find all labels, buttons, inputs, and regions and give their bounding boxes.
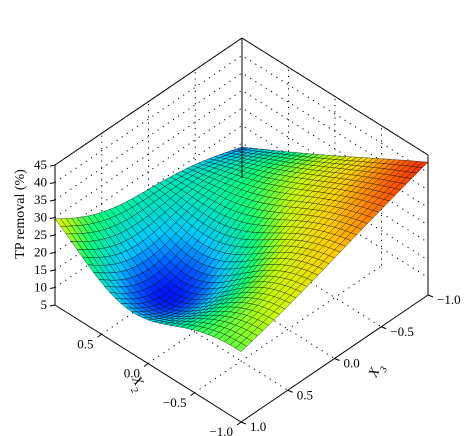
x3-tick bbox=[287, 389, 293, 393]
z-tick bbox=[49, 164, 56, 167]
x3-tick-label: 1.0 bbox=[250, 419, 266, 434]
frame-edge bbox=[241, 37, 429, 156]
grid-line-z bbox=[54, 72, 429, 201]
x2-tick-label: 0.5 bbox=[77, 336, 93, 351]
floor-grid-line bbox=[194, 265, 382, 394]
surface-facet bbox=[235, 342, 247, 352]
z-tick-label: 20 bbox=[34, 245, 47, 260]
grid-line-z bbox=[54, 54, 429, 183]
z-tick bbox=[49, 269, 56, 272]
z-tick bbox=[49, 182, 56, 184]
y-axis-label: X3 bbox=[366, 361, 390, 382]
x3-tick bbox=[381, 326, 387, 330]
x2-tick bbox=[190, 392, 195, 397]
x3-tick-label: −0.5 bbox=[390, 324, 414, 339]
floor-grid-line bbox=[147, 236, 336, 364]
x2-tick bbox=[97, 333, 102, 338]
z-tick-label: 40 bbox=[34, 175, 47, 190]
z-tick-label: 5 bbox=[41, 297, 48, 312]
z-tick bbox=[49, 287, 56, 289]
z-tick-label: 25 bbox=[34, 227, 47, 242]
z-tick-label: 45 bbox=[34, 157, 47, 172]
z-tick-label: 30 bbox=[34, 210, 47, 225]
z-tick bbox=[49, 304, 56, 307]
x2-tick-label: −0.5 bbox=[163, 395, 187, 410]
z-tick bbox=[49, 199, 56, 202]
z-tick-label: 15 bbox=[34, 262, 47, 277]
x2-tick-label: −1.0 bbox=[209, 424, 233, 436]
x2-tick bbox=[143, 363, 149, 367]
z-axis-label: TP removal (%) bbox=[13, 169, 28, 259]
z-tick bbox=[49, 234, 56, 237]
z-tick bbox=[49, 252, 56, 254]
x3-tick-label: 0.5 bbox=[297, 387, 313, 402]
x3-tick-label: 0.0 bbox=[344, 356, 360, 371]
x3-tick bbox=[334, 358, 340, 361]
x2-tick-label: 0.0 bbox=[124, 366, 140, 381]
z-tick-label: 10 bbox=[34, 280, 47, 295]
x2-tick bbox=[236, 421, 242, 426]
floor-grid-line bbox=[101, 206, 289, 335]
z-tick-label: 35 bbox=[34, 192, 47, 207]
x3-tick-label: −1.0 bbox=[437, 292, 461, 307]
z-tick bbox=[49, 217, 56, 219]
frame-edge bbox=[54, 37, 243, 166]
x3-tick bbox=[240, 421, 247, 425]
x3-tick bbox=[427, 294, 434, 298]
surface-layer bbox=[54, 146, 429, 352]
